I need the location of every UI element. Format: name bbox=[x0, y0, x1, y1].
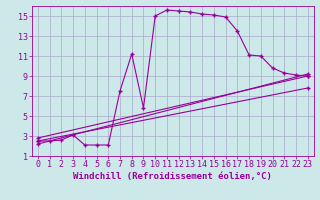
X-axis label: Windchill (Refroidissement éolien,°C): Windchill (Refroidissement éolien,°C) bbox=[73, 172, 272, 181]
